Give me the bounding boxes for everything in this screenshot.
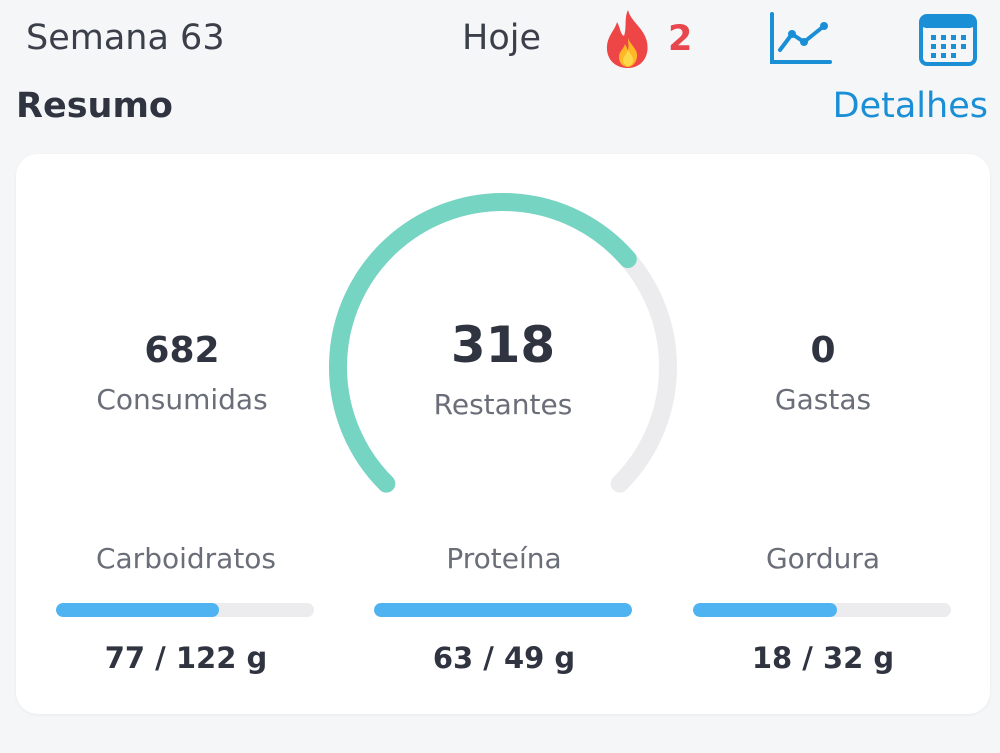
summary-title: Resumo	[16, 86, 173, 126]
remaining-value: 318	[450, 316, 556, 374]
summary-card: 682 Consumidas 318 Restantes 0 Gastas Ca…	[16, 154, 990, 714]
macro-progress-fill	[374, 603, 632, 617]
macro-protein: Proteína 63 / 49 g	[374, 542, 634, 675]
macro-value: 77 / 122 g	[104, 641, 268, 675]
calendar-icon	[919, 14, 977, 66]
macro-progress-bar	[374, 603, 632, 617]
gauge-fill	[329, 193, 637, 493]
calorie-gauge	[329, 193, 677, 493]
week-label[interactable]: Semana 63	[26, 18, 225, 58]
today-label[interactable]: Hoje	[462, 18, 541, 58]
burned-value: 0	[810, 330, 836, 371]
burned-label: Gastas	[774, 383, 872, 416]
macro-progress-bar	[56, 603, 314, 617]
macro-name: Gordura	[765, 542, 881, 575]
consumed-value: 682	[144, 330, 220, 371]
macro-progress-bar	[693, 603, 951, 617]
remaining-stat: 318 Restantes	[403, 316, 603, 421]
streak-badge[interactable]: 2	[600, 8, 692, 70]
remaining-label: Restantes	[433, 388, 573, 421]
macro-progress-fill	[693, 603, 838, 617]
flame-icon	[606, 10, 648, 68]
consumed-label: Consumidas	[96, 383, 268, 416]
consumed-stat: 682 Consumidas	[82, 330, 282, 416]
macro-carbs: Carboidratos 77 / 122 g	[56, 542, 316, 675]
details-link[interactable]: Detalhes	[832, 86, 988, 126]
calendar-button[interactable]	[919, 12, 977, 66]
macro-value: 63 / 49 g	[432, 641, 576, 675]
macro-name: Carboidratos	[95, 542, 277, 575]
macro-progress-fill	[56, 603, 219, 617]
streak-count: 2	[668, 19, 693, 59]
burned-stat: 0 Gastas	[723, 330, 923, 416]
top-bar: Semana 63 Hoje 2	[0, 0, 1000, 80]
chart-button[interactable]	[768, 12, 832, 66]
line-chart-icon	[770, 12, 832, 64]
macro-name: Proteína	[446, 542, 562, 575]
macro-fat: Gordura 18 / 32 g	[693, 542, 953, 675]
macro-value: 18 / 32 g	[751, 641, 895, 675]
